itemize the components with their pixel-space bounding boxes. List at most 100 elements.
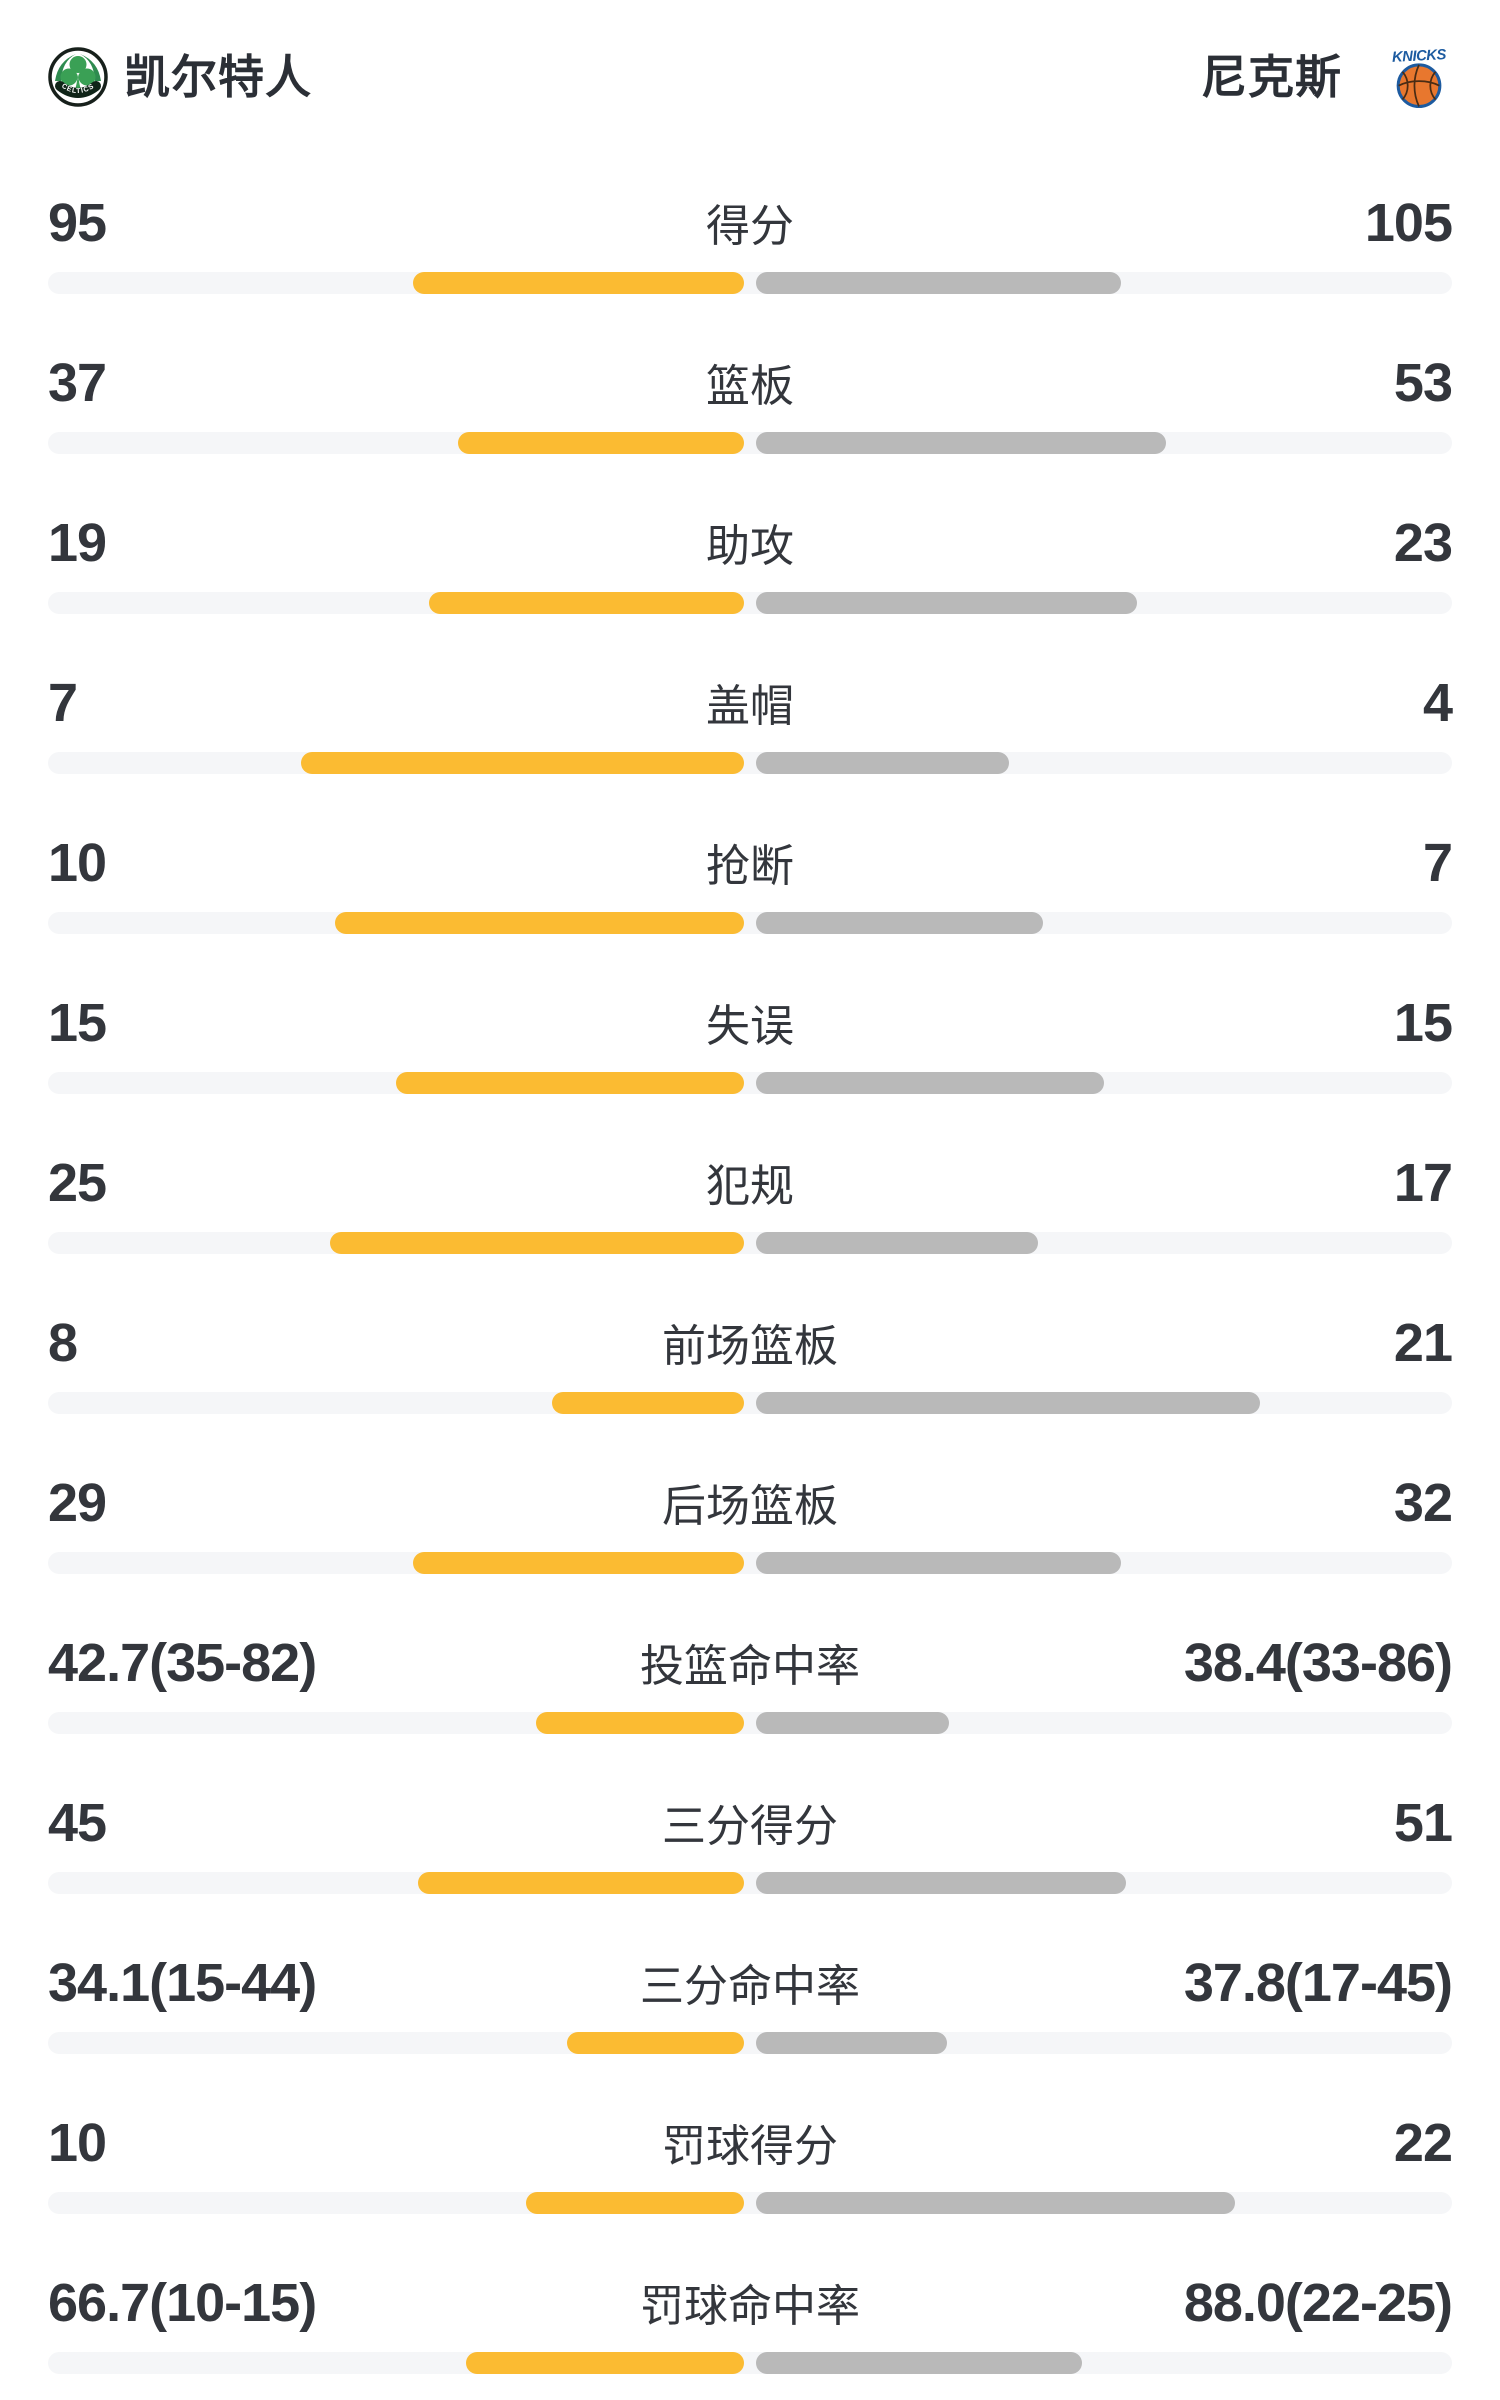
- home-value: 37: [48, 353, 107, 413]
- home-value: 19: [48, 513, 107, 573]
- stat-label: 后场篮板: [662, 1482, 838, 1531]
- stat-row: 95 得分 105: [0, 195, 1500, 294]
- stat-bar-track: [48, 752, 1452, 774]
- home-bar: [552, 1392, 744, 1414]
- stat-label: 助攻: [706, 522, 794, 571]
- stat-line: 66.7(10-15) 罚球命中率 88.0(22-25): [0, 2275, 1500, 2331]
- away-value: 32: [1393, 1473, 1453, 1533]
- stats-rows: 95 得分 105 37 篮板 53 19 助攻 23 7: [0, 195, 1500, 2374]
- away-bar: [756, 1072, 1104, 1094]
- home-bar: [413, 1552, 744, 1574]
- away-value: 22: [1393, 2113, 1453, 2173]
- stat-line: 42.7(35-82) 投篮命中率 38.4(33-86): [0, 1635, 1500, 1691]
- away-value: 15: [1393, 993, 1453, 1053]
- away-bar: [756, 1872, 1126, 1894]
- home-value: 45: [48, 1793, 107, 1853]
- stat-row: 66.7(10-15) 罚球命中率 88.0(22-25): [0, 2275, 1500, 2374]
- away-value: 51: [1393, 1793, 1453, 1853]
- stat-bar-track: [48, 2032, 1452, 2054]
- stat-row: 42.7(35-82) 投篮命中率 38.4(33-86): [0, 1635, 1500, 1734]
- home-bar: [429, 592, 744, 614]
- stat-line: 15 失误 15: [0, 995, 1500, 1051]
- stat-line: 29 后场篮板 32: [0, 1475, 1500, 1531]
- stat-label: 失误: [706, 1002, 794, 1051]
- stat-bar-track: [48, 2352, 1452, 2374]
- home-bar: [466, 2352, 744, 2374]
- home-value: 29: [48, 1473, 107, 1533]
- away-bar: [756, 592, 1137, 614]
- stat-line: 7 盖帽 4: [0, 675, 1500, 731]
- home-value: 95: [48, 193, 107, 253]
- stat-bar-track: [48, 1232, 1452, 1254]
- stat-bar-track: [48, 1552, 1452, 1574]
- away-bar: [756, 272, 1121, 294]
- home-bar: [458, 432, 744, 454]
- stat-label: 抢断: [706, 842, 794, 891]
- home-bar: [301, 752, 744, 774]
- stat-row: 45 三分得分 51: [0, 1795, 1500, 1894]
- stat-row: 8 前场篮板 21: [0, 1315, 1500, 1414]
- away-value: 53: [1393, 353, 1453, 413]
- stat-label: 前场篮板: [662, 1322, 838, 1371]
- stat-bar-track: [48, 1872, 1452, 1894]
- away-value: 17: [1393, 1153, 1453, 1213]
- stat-row: 10 罚球得分 22: [0, 2115, 1500, 2214]
- stat-label: 三分得分: [662, 1802, 838, 1851]
- stat-bar-track: [48, 272, 1452, 294]
- home-bar: [418, 1872, 744, 1894]
- stat-row: 10 抢断 7: [0, 835, 1500, 934]
- home-value: 42.7(35-82): [48, 1633, 317, 1693]
- stat-label: 罚球得分: [662, 2122, 838, 2171]
- stat-row: 29 后场篮板 32: [0, 1475, 1500, 1574]
- stat-line: 95 得分 105: [0, 195, 1500, 251]
- home-value: 8: [48, 1313, 78, 1373]
- stat-row: 7 盖帽 4: [0, 675, 1500, 774]
- away-team[interactable]: 尼克斯 KNICKS: [1201, 44, 1452, 110]
- stat-line: 10 罚球得分 22: [0, 2115, 1500, 2171]
- home-bar: [413, 272, 744, 294]
- away-bar: [756, 1552, 1121, 1574]
- away-bar: [756, 1392, 1260, 1414]
- away-value: 7: [1422, 833, 1453, 893]
- stat-row: 19 助攻 23: [0, 515, 1500, 614]
- stat-label: 三分命中率: [640, 1962, 860, 2011]
- home-bar: [335, 912, 744, 934]
- stat-bar-track: [48, 912, 1452, 934]
- stat-line: 19 助攻 23: [0, 515, 1500, 571]
- away-value: 37.8(17-45): [1183, 1953, 1453, 2013]
- stat-row: 37 篮板 53: [0, 355, 1500, 454]
- home-value: 10: [48, 833, 107, 893]
- stat-bar-track: [48, 1072, 1452, 1094]
- celtics-logo: CELTICS: [48, 47, 108, 107]
- knicks-logo: KNICKS: [1390, 46, 1448, 109]
- away-value: 88.0(22-25): [1183, 2273, 1453, 2333]
- home-team[interactable]: CELTICS 凯尔特人: [48, 46, 312, 108]
- stat-line: 45 三分得分 51: [0, 1795, 1500, 1851]
- away-bar: [756, 752, 1009, 774]
- stat-bar-track: [48, 432, 1452, 454]
- away-bar: [756, 2352, 1082, 2374]
- home-value: 10: [48, 2113, 107, 2173]
- stat-line: 25 犯规 17: [0, 1155, 1500, 1211]
- home-bar: [526, 2192, 744, 2214]
- match-header: CELTICS 凯尔特人 尼克斯 KNICKS: [0, 0, 1500, 110]
- stat-line: 8 前场篮板 21: [0, 1315, 1500, 1371]
- stat-label: 得分: [706, 202, 794, 251]
- away-bar: [756, 1712, 949, 1734]
- away-bar: [756, 2192, 1235, 2214]
- away-bar: [756, 2032, 947, 2054]
- stat-line: 37 篮板 53: [0, 355, 1500, 411]
- stat-label: 篮板: [706, 362, 794, 411]
- home-bar: [567, 2032, 744, 2054]
- stat-row: 34.1(15-44) 三分命中率 37.8(17-45): [0, 1955, 1500, 2054]
- away-value: 21: [1393, 1313, 1453, 1373]
- home-value: 66.7(10-15): [48, 2273, 317, 2333]
- away-value: 4: [1422, 673, 1453, 733]
- stat-line: 34.1(15-44) 三分命中率 37.8(17-45): [0, 1955, 1500, 2011]
- away-value: 23: [1393, 513, 1453, 573]
- away-value: 38.4(33-86): [1183, 1633, 1453, 1693]
- home-bar: [330, 1232, 744, 1254]
- away-team-name: 尼克斯: [1201, 51, 1342, 103]
- away-bar: [756, 912, 1043, 934]
